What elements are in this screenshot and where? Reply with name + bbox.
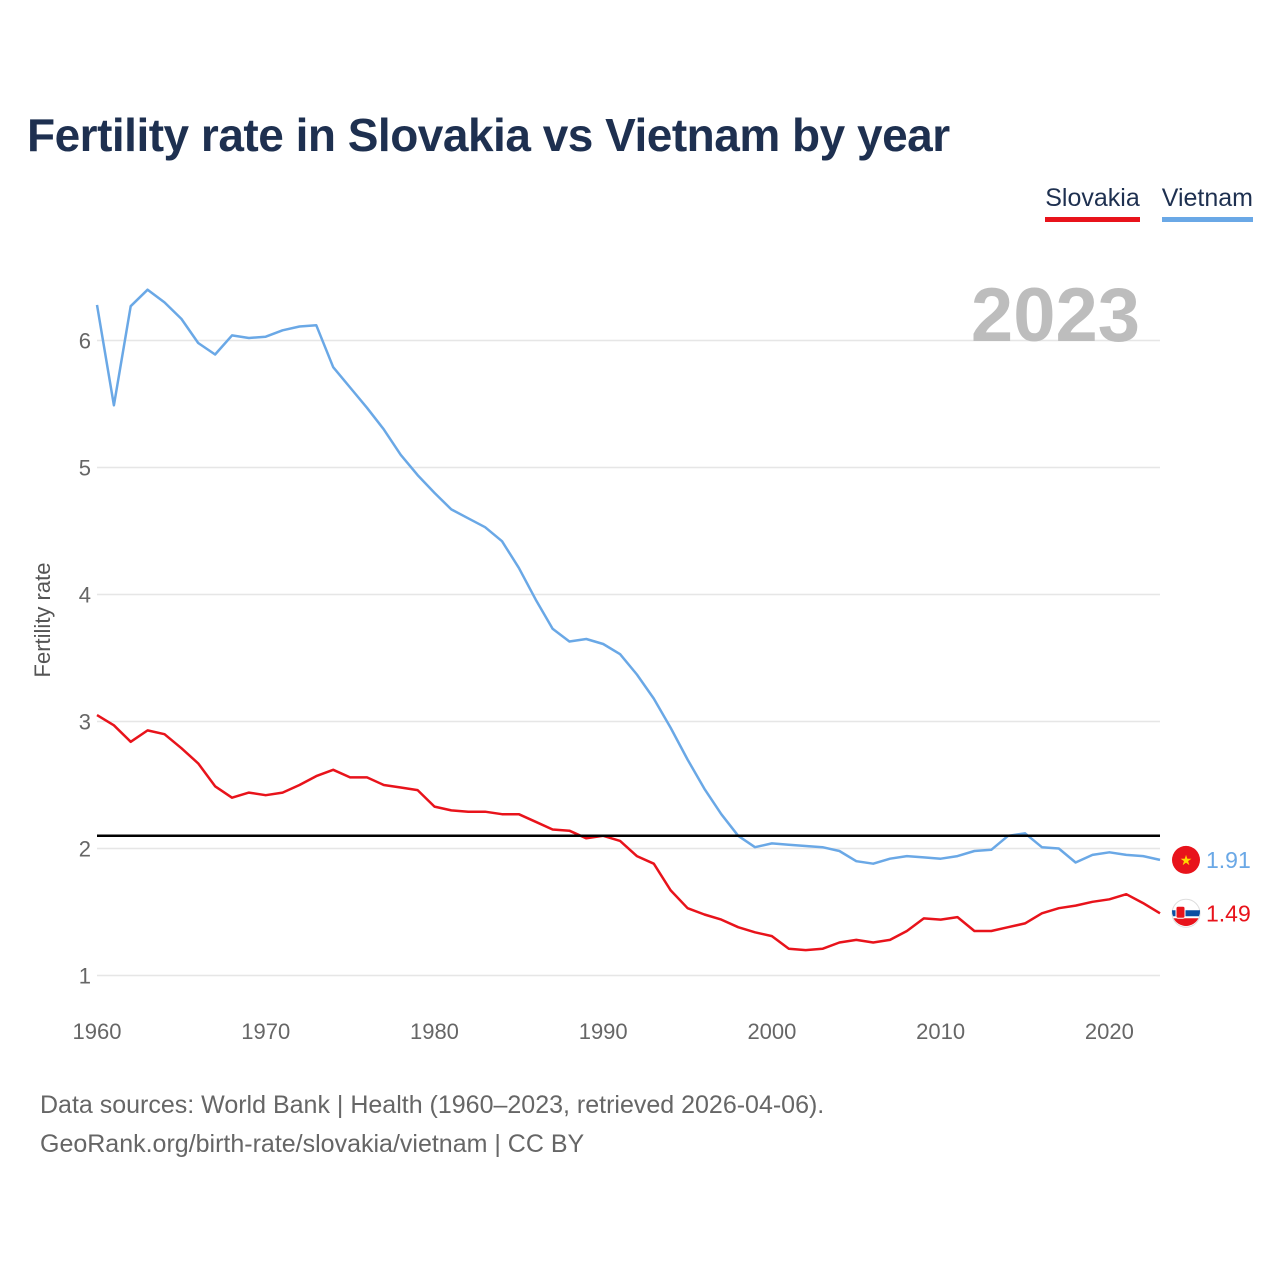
x-tick-label-2000: 2000 (747, 1019, 796, 1044)
legend-item-slovakia[interactable]: Slovakia (1045, 184, 1140, 222)
x-tick-label-1960: 1960 (73, 1019, 122, 1044)
vietnam-flag-disc (1172, 845, 1200, 874)
series-lines (95, 288, 1161, 952)
y-tick-label-4: 4 (79, 583, 91, 608)
current-year-label: 2023 (971, 273, 1140, 358)
legend-item-vietnam[interactable]: Vietnam (1161, 184, 1253, 222)
end-value-label-slovakia: 1.49 (1206, 900, 1251, 926)
footer-attribution[interactable]: GeoRank.org/birth-rate/slovakia/vietnam … (40, 1130, 585, 1158)
y-tick-label-3: 3 (79, 710, 91, 735)
footer-sources: Data sources: World Bank | Health (1960–… (40, 1091, 825, 1119)
chart-title: Fertility rate in Slovakia vs Vietnam by… (27, 109, 950, 161)
y-tick-label-6: 6 (79, 329, 91, 354)
series-line-vietnam (95, 288, 1161, 865)
vietnam-flag-icon: ★ (1172, 845, 1200, 874)
y-axis-title: Fertility rate (30, 563, 55, 678)
gridlines (97, 339, 1160, 977)
x-tick-label-1970: 1970 (241, 1019, 290, 1044)
slovakia-flag-shield (1175, 905, 1186, 919)
end-markers: 1.49 ★ 1.91 (1171, 845, 1251, 928)
slovakia-flag-icon (1171, 898, 1201, 928)
vietnam-flag-star: ★ (1180, 852, 1193, 868)
y-tick-label-2: 2 (79, 837, 91, 862)
x-tick-label-1980: 1980 (410, 1019, 459, 1044)
x-tick-label-1990: 1990 (579, 1019, 628, 1044)
legend: Slovakia Vietnam (1045, 184, 1253, 222)
x-tick-label-2020: 2020 (1085, 1019, 1134, 1044)
x-tick-label-2010: 2010 (916, 1019, 965, 1044)
x-axis-ticks: 1960 1970 1980 1990 2000 2010 2020 (73, 1019, 1134, 1044)
y-axis-ticks: 1 2 3 4 5 6 (79, 329, 91, 989)
footer: Data sources: World Bank | Health (1960–… (40, 1086, 824, 1164)
series-line-slovakia (96, 714, 1161, 952)
end-value-label-vietnam: 1.91 (1206, 847, 1251, 873)
slovakia-flag-band-red (1173, 918, 1199, 926)
y-tick-label-5: 5 (79, 456, 91, 481)
y-tick-label-1: 1 (79, 964, 91, 989)
